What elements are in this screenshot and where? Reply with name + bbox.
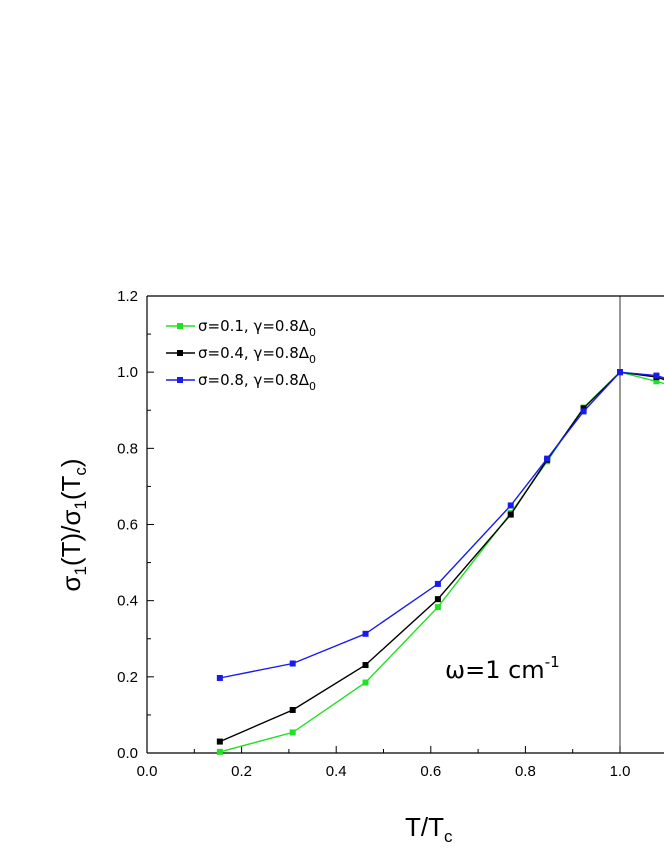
- data-point: [507, 511, 514, 518]
- x-tick-labels: 0.0 0.2 0.4 0.6 0.8 1.0: [137, 763, 631, 780]
- y-axis-label: σ1(T)/σ1(Tc): [56, 458, 90, 591]
- data-point: [362, 679, 369, 686]
- data-point: [580, 405, 587, 412]
- data-point: [289, 660, 296, 667]
- series-group: [216, 369, 664, 745]
- plot-frame: [146, 295, 664, 754]
- y-tick-label: 0.2: [117, 669, 138, 686]
- data-point: [617, 369, 623, 376]
- data-point: [216, 748, 223, 755]
- legend-marker: [177, 323, 183, 329]
- frequency-annotation: ω=1 cm-1: [445, 653, 560, 684]
- series-group: [216, 369, 664, 755]
- x-tick-label: 0.8: [515, 763, 536, 780]
- data-point: [289, 706, 296, 713]
- data-point: [289, 729, 296, 736]
- x-tick-label: 0.4: [326, 763, 347, 780]
- data-point: [434, 596, 441, 603]
- series-group: [216, 369, 664, 681]
- y-tick-label: 0.8: [117, 440, 138, 457]
- legend-entry: σ=0.1, γ=0.8Δ0: [198, 317, 316, 339]
- legend-marker: [177, 377, 183, 383]
- x-tick-label: 0.6: [420, 763, 441, 780]
- data-point: [434, 604, 441, 611]
- axis-ticks: [146, 295, 621, 754]
- legend-entry: σ=0.8, γ=0.8Δ0: [198, 371, 316, 393]
- x-axis-label: T/Tc: [405, 812, 453, 846]
- y-tick-label: 0.4: [117, 593, 138, 610]
- data-point: [653, 372, 660, 379]
- legend: σ=0.1, γ=0.8Δ0 σ=0.4, γ=0.8Δ0 σ=0.8, γ=0.8…: [166, 317, 316, 393]
- data-point: [216, 674, 223, 681]
- x-tick-label: 0.2: [231, 763, 252, 780]
- data-point: [580, 408, 587, 415]
- data-point: [216, 738, 223, 745]
- series-layer: [216, 369, 664, 755]
- data-point: [434, 580, 441, 587]
- series-line: [219, 371, 664, 743]
- series-line: [219, 371, 664, 679]
- data-point: [507, 502, 514, 509]
- data-point: [362, 662, 369, 669]
- y-tick-label: 0.0: [117, 745, 138, 762]
- legend-marker: [177, 350, 183, 356]
- x-tick-label: 1.0: [610, 763, 631, 780]
- series-line: [219, 371, 664, 753]
- data-point: [653, 378, 660, 385]
- y-tick-label: 0.6: [117, 517, 138, 534]
- y-tick-label: 1.2: [117, 288, 138, 305]
- data-point: [544, 455, 551, 462]
- x-tick-label: 0.0: [137, 763, 158, 780]
- y-tick-label: 1.0: [117, 364, 138, 381]
- data-point: [362, 630, 369, 637]
- y-tick-labels: 0.0 0.2 0.4 0.6 0.8 1.0 1.2: [117, 288, 138, 762]
- legend-entry: σ=0.4, γ=0.8Δ0: [198, 344, 316, 366]
